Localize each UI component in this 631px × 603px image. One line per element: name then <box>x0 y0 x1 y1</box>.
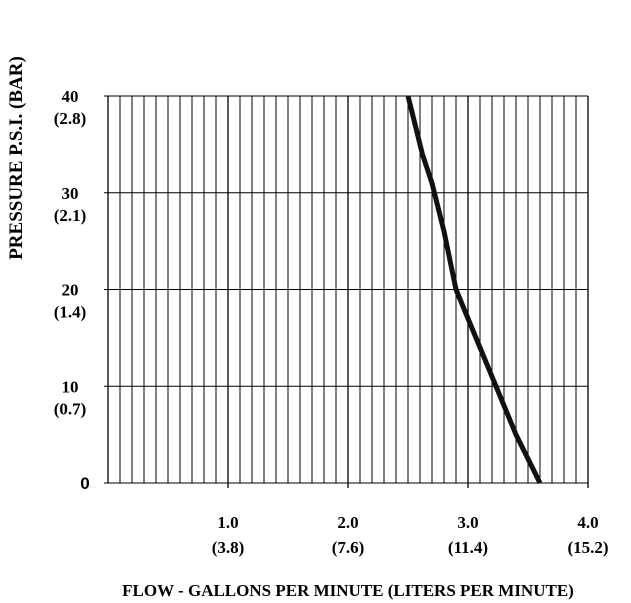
x-tick-label: 2.0 <box>337 513 358 532</box>
x-tick-label: 1.0 <box>217 513 238 532</box>
x-tick-label: 3.0 <box>457 513 478 532</box>
y-tick-label: 40 <box>62 87 79 106</box>
x-tick-label: 4.0 <box>577 513 598 532</box>
x-axis-title: FLOW - GALLONS PER MINUTE (LITERS PER MI… <box>122 581 574 600</box>
y-tick-sublabel: (0.7) <box>54 399 87 418</box>
x-tick-sublabel: (15.2) <box>567 538 608 557</box>
series-layer <box>405 95 543 485</box>
y-axis-title: PRESSURE P.S.I. (BAR) <box>6 56 27 260</box>
series-line <box>405 95 543 485</box>
x-tick-sublabel: (7.6) <box>332 538 365 557</box>
tick-labels-layer: 0 10 (0.7) 20 (1.4) 30 (2.1) 40 (2.8) 1.0 (3.8) 2.0… <box>54 87 609 557</box>
y-tick-label: 30 <box>62 184 79 203</box>
x-tick-sublabel: (3.8) <box>212 538 245 557</box>
y-tick-label: 20 <box>62 281 79 300</box>
y-tick-sublabel: (2.1) <box>54 206 87 225</box>
y-tick-sublabel: (2.8) <box>54 109 87 128</box>
y-tick-label: 0 <box>80 474 89 493</box>
y-tick-sublabel: (1.4) <box>54 303 87 322</box>
x-tick-sublabel: (11.4) <box>448 538 488 557</box>
grid-layer <box>104 95 589 488</box>
y-tick-label: 10 <box>62 377 79 396</box>
